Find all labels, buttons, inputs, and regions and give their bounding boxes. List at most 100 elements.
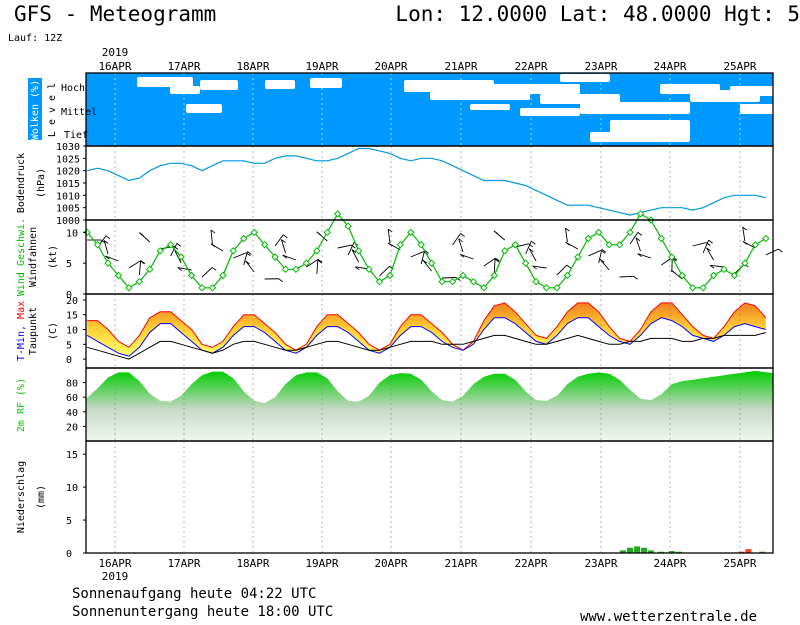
wind-barb-flag bbox=[637, 232, 643, 236]
tmax-legend-label: Max bbox=[16, 301, 27, 319]
wind-barb-flag bbox=[635, 237, 641, 242]
wind-barb bbox=[515, 243, 529, 248]
precip-bar bbox=[634, 546, 640, 553]
wind-speed-point bbox=[114, 271, 123, 280]
wind-barb-flag bbox=[105, 255, 110, 260]
wind-speed-point bbox=[427, 259, 436, 267]
day-label-bottom: 17APR bbox=[167, 557, 200, 570]
wind-barb-flag bbox=[494, 258, 500, 263]
wind-barb-flag bbox=[633, 275, 638, 280]
wind-barb-flag bbox=[245, 260, 250, 265]
day-label-top: 17APR bbox=[167, 60, 200, 73]
wind-barb-flag bbox=[742, 226, 747, 231]
year-label-top: 2019 bbox=[102, 46, 129, 59]
rf-tick-label: 40 bbox=[66, 408, 78, 419]
day-label-bottom: 19APR bbox=[305, 557, 338, 570]
wind-barb-flag bbox=[532, 265, 537, 270]
day-label-bottom: 21APR bbox=[444, 557, 477, 570]
wind-barb bbox=[337, 244, 352, 249]
wind-barb bbox=[387, 229, 391, 244]
wind-speed-point bbox=[720, 265, 728, 274]
cloud-level-axis-label: L e v e l bbox=[47, 83, 58, 137]
precip-bar bbox=[627, 547, 634, 553]
wind-speed-point bbox=[365, 265, 373, 274]
wind-speed-point bbox=[730, 271, 739, 280]
precip-axis-label: Niederschlag bbox=[16, 461, 27, 533]
wind-speed-point bbox=[699, 284, 707, 292]
wind-barb bbox=[588, 249, 602, 257]
wind-barb bbox=[692, 242, 707, 247]
wind-barb bbox=[379, 265, 390, 277]
wind-speed-point bbox=[490, 271, 499, 280]
wind-speed-point bbox=[532, 277, 540, 286]
day-label-top: 21APR bbox=[444, 60, 477, 73]
day-label-top: 23APR bbox=[584, 60, 617, 73]
tmin-legend-label: T-Min, bbox=[16, 319, 27, 361]
cloud-patch bbox=[200, 80, 238, 90]
cloud-axis-label: Wolken (%) bbox=[30, 80, 41, 140]
wind-barb bbox=[493, 258, 496, 274]
wind-speed-point bbox=[292, 265, 300, 274]
wind-barb-flag bbox=[708, 239, 713, 244]
wind-speed-point bbox=[177, 253, 185, 261]
wind-barb-flag bbox=[139, 232, 144, 236]
wind-speed-point bbox=[250, 228, 258, 237]
wind-speed-point bbox=[626, 228, 634, 237]
wind-barb bbox=[138, 261, 142, 276]
wind-barb-flag bbox=[354, 266, 360, 271]
precip-tick-label: 15 bbox=[66, 450, 78, 461]
wind-barb-flag bbox=[565, 227, 570, 232]
pressure-tick-label: 1010 bbox=[56, 191, 80, 202]
wind-barb-flag bbox=[210, 243, 216, 248]
temp-unit-label: (C) bbox=[48, 322, 59, 340]
wind-barb-flag bbox=[176, 243, 182, 247]
cloud-patch bbox=[170, 86, 200, 94]
wind-barb-flag bbox=[387, 228, 393, 233]
wind-unit-label: (kt) bbox=[48, 245, 59, 269]
wind-speed-point bbox=[198, 284, 206, 292]
pressure-tick-label: 1015 bbox=[56, 179, 80, 190]
wind-barb bbox=[103, 240, 109, 255]
wind-barb bbox=[177, 267, 192, 271]
wind-barb-flag bbox=[140, 260, 145, 265]
wind-speed-point bbox=[354, 247, 363, 255]
site-url: www.wetterzentrale.de bbox=[580, 609, 758, 625]
wind-barb bbox=[460, 254, 474, 260]
cloud-patch bbox=[590, 132, 690, 142]
day-label-bottom: 22APR bbox=[514, 557, 547, 570]
wind-speed-point bbox=[741, 259, 749, 267]
dewpoint-axis-label: Taupunkt bbox=[28, 307, 39, 355]
sunrise-text: Sonnenaufgang heute 04:22 UTC bbox=[72, 586, 317, 602]
rf-axis-label: 2m RF (%) bbox=[16, 378, 27, 432]
temp-axis-label: T-Min, Max bbox=[16, 301, 27, 361]
wind-speed-point bbox=[229, 247, 238, 255]
wind-barb-flag bbox=[351, 249, 357, 253]
wind-barb-flag bbox=[283, 234, 288, 239]
day-label-top: 19APR bbox=[305, 60, 338, 73]
precip-tick-label: 0 bbox=[66, 549, 72, 560]
model-run-label: Lauf: 12Z bbox=[8, 33, 63, 44]
cloud-patch bbox=[540, 94, 620, 104]
wind-barb-flag bbox=[105, 235, 111, 240]
cloud-patch bbox=[137, 77, 193, 87]
wind-speed-point bbox=[542, 284, 551, 292]
day-label-top: 25APR bbox=[723, 60, 756, 73]
wind-speed-point bbox=[260, 240, 269, 249]
wind-barb-flag bbox=[278, 278, 283, 283]
wind-barb-flag bbox=[317, 259, 323, 264]
cloud-patch bbox=[740, 104, 774, 114]
day-label-bottom: 18APR bbox=[236, 557, 269, 570]
cloud-level-low-label: Tief bbox=[64, 130, 88, 141]
sunset-text: Sonnenuntergang heute 18:00 UTC bbox=[72, 604, 334, 620]
wind-barb bbox=[170, 243, 178, 257]
wind-barb bbox=[706, 247, 714, 261]
day-label-bottom: 23APR bbox=[584, 557, 617, 570]
wind-barb-flag bbox=[495, 257, 500, 262]
day-label-bottom: 20APR bbox=[374, 557, 407, 570]
wind-barb bbox=[420, 250, 426, 265]
wind-speed-point bbox=[751, 240, 760, 249]
temp-tick-label: 20 bbox=[66, 296, 78, 307]
wind-barb-flag bbox=[422, 259, 428, 264]
day-label-bottom: 16APR bbox=[98, 557, 131, 570]
